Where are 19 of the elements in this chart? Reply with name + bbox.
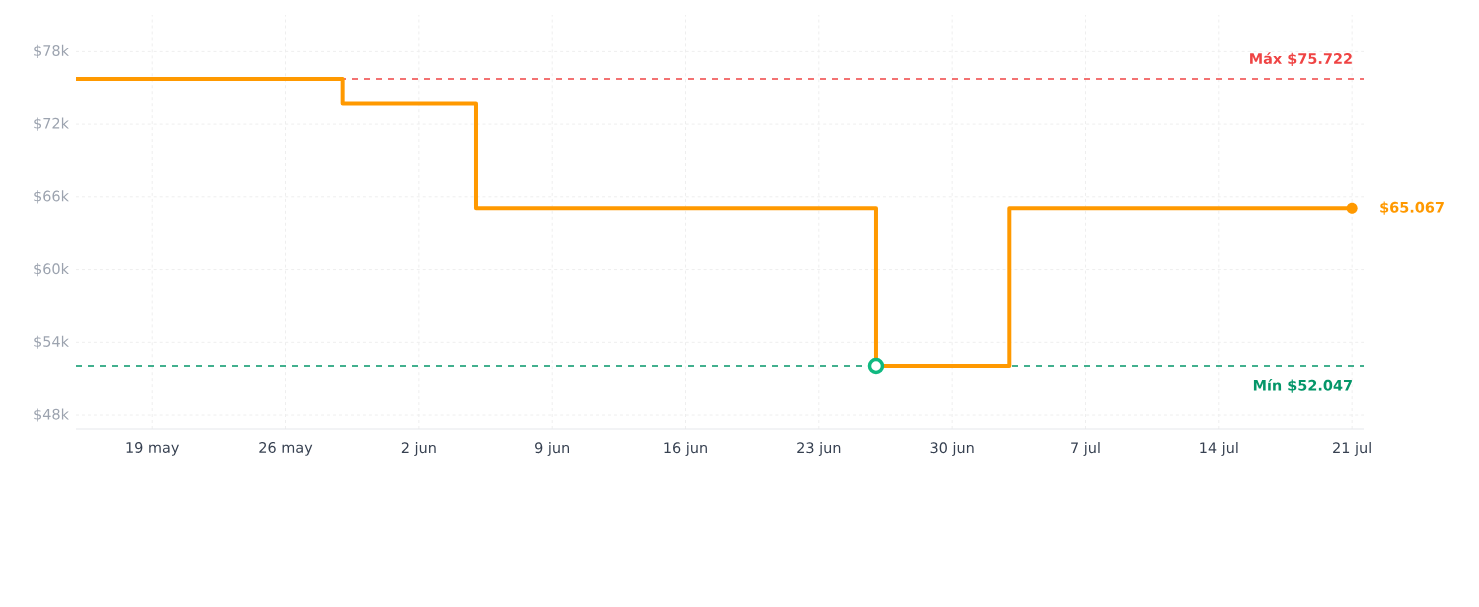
x-tick-label: 2 jun [401, 442, 436, 456]
x-tick-label: 21 jul [1333, 442, 1371, 456]
x-tick-label: 7 jul [1071, 442, 1100, 456]
y-tick-label: $66k [34, 190, 69, 204]
y-tick-label: $78k [34, 44, 69, 58]
x-tick-label: 26 may [259, 442, 313, 456]
x-tick-label: 30 jun [930, 442, 974, 456]
x-tick-label: 9 jun [535, 442, 569, 456]
y-tick-label: $54k [34, 335, 69, 349]
x-tick-label: 14 jul [1200, 442, 1238, 456]
y-tick-label: $60k [34, 263, 69, 277]
ref-line-label: Mín $52.047 [1253, 379, 1352, 393]
ref-line-label: Máx $75.722 [1250, 52, 1352, 66]
x-tick-label: 19 may [126, 442, 179, 456]
x-tick-label: 23 jun [797, 442, 841, 456]
y-tick-label: $72k [34, 117, 69, 131]
annotation: $65.067 [1380, 201, 1444, 215]
y-tick-label: $48k [34, 408, 69, 422]
x-tick-label: 16 jun [664, 442, 707, 456]
